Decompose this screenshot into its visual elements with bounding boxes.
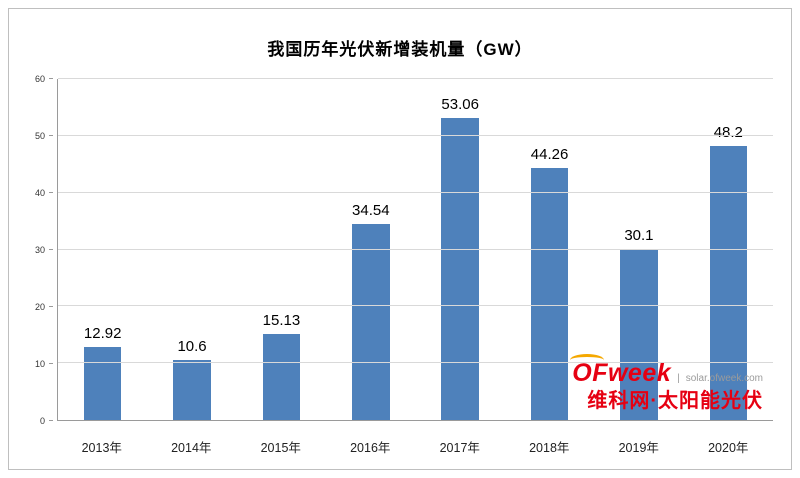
bar-column: 15.13 xyxy=(237,79,326,420)
x-tick-label: 2016年 xyxy=(350,441,391,455)
y-tick-label: 40 xyxy=(34,188,45,198)
bar-value-label: 12.92 xyxy=(83,324,122,342)
y-tick-label: 20 xyxy=(34,302,45,312)
ofweek-swoosh-icon xyxy=(570,354,605,366)
watermark: OFweek | solar.ofweek.com 维科网·太阳能光伏 xyxy=(570,354,763,413)
bar xyxy=(352,223,390,420)
y-tick-label: 10 xyxy=(34,359,45,369)
bar-value-label: 53.06 xyxy=(441,96,479,114)
gridline xyxy=(58,362,773,364)
gridline xyxy=(58,78,773,79)
bar-column: 10.6 xyxy=(147,79,236,420)
bar xyxy=(262,334,301,420)
y-tick-mark xyxy=(49,135,53,136)
watermark-site: solar.ofweek.com xyxy=(685,373,763,385)
bar xyxy=(441,118,479,420)
bar-series: 12.92 10.6 15.13 34.54 53.06 44.26 30.1 48.2 xyxy=(58,79,773,420)
bar-value-label: 10.6 xyxy=(177,337,207,355)
x-tick-label: 2018年 xyxy=(529,441,570,455)
y-axis: 0 10 20 30 40 50 60 xyxy=(9,74,53,426)
x-tick-label: 2020年 xyxy=(708,441,749,455)
bar-value-label: 48.2 xyxy=(713,124,743,142)
x-axis: 2013年 2014年 2015年 2016年 2017年 2018年 2019年 2020年 xyxy=(57,429,773,455)
bar-column: 34.54 xyxy=(326,79,415,420)
bar-value-label: 44.26 xyxy=(530,146,569,164)
chart-frame: 我国历年光伏新增装机量（GW） 0 10 20 30 40 50 60 12.92 10.6 1… xyxy=(8,8,792,470)
y-tick-label: 30 xyxy=(34,245,45,255)
y-tick-mark xyxy=(49,192,53,193)
watermark-top-line: OFweek | solar.ofweek.com xyxy=(570,354,763,388)
y-tick-mark xyxy=(49,420,53,421)
watermark-divider: | xyxy=(677,373,680,385)
bar xyxy=(620,248,658,420)
y-tick-label: 0 xyxy=(39,416,45,426)
ofweek-logo: OFweek xyxy=(570,354,671,388)
watermark-tagline: 维科网·太阳能光伏 xyxy=(587,390,763,412)
y-tick-mark xyxy=(49,363,53,364)
bar xyxy=(83,346,122,420)
y-tick-mark xyxy=(49,249,53,250)
bar-value-label: 30.1 xyxy=(624,226,654,244)
x-tick-label: 2015年 xyxy=(260,441,301,455)
gridline xyxy=(58,191,773,193)
bar-value-label: 34.54 xyxy=(352,201,390,219)
gridline xyxy=(58,305,773,307)
x-tick-label: 2013年 xyxy=(81,441,122,455)
gridline xyxy=(58,134,773,136)
y-tick-mark xyxy=(49,78,53,79)
y-tick-label: 50 xyxy=(34,131,45,141)
x-tick-label: 2014年 xyxy=(171,441,212,455)
bar-value-label: 15.13 xyxy=(262,312,301,330)
bar-column: 30.1 xyxy=(594,79,683,420)
gridline xyxy=(58,248,773,250)
bar xyxy=(173,359,211,420)
bar xyxy=(530,168,569,420)
bar-column: 12.92 xyxy=(58,79,147,420)
y-tick-mark xyxy=(49,306,53,307)
x-tick-label: 2017年 xyxy=(439,441,480,455)
bar-column: 53.06 xyxy=(416,79,505,420)
x-tick-label: 2019年 xyxy=(618,441,659,455)
y-tick-label: 60 xyxy=(34,74,45,84)
chart-title: 我国历年光伏新增装机量（GW） xyxy=(267,40,533,59)
plot-area: 12.92 10.6 15.13 34.54 53.06 44.26 30.1 48.2 xyxy=(57,78,773,421)
bar-column: 44.26 xyxy=(505,79,594,420)
